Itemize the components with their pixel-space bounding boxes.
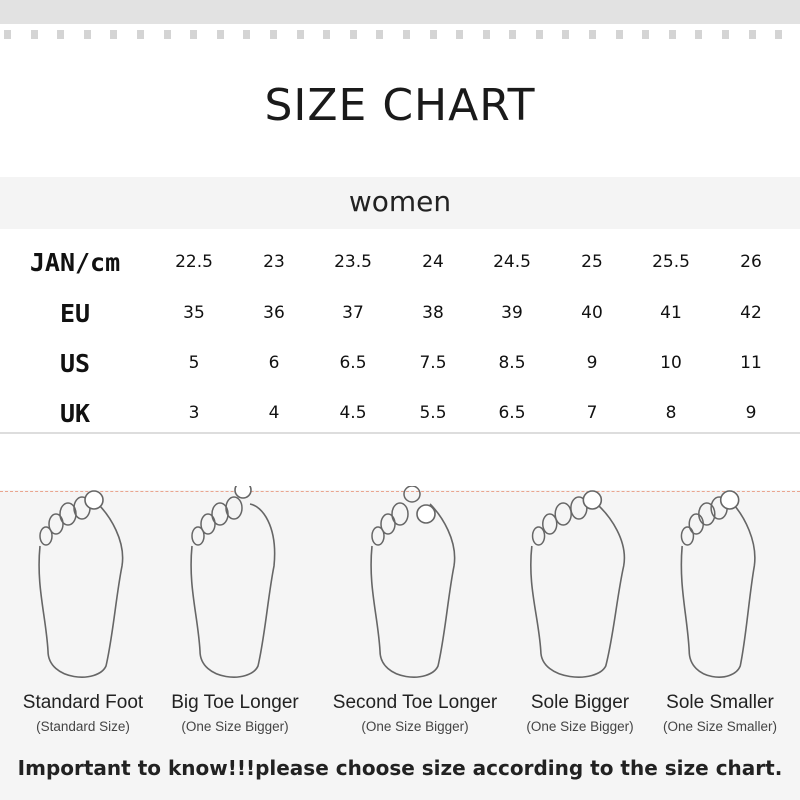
tick-mark: [479, 26, 506, 44]
tick-mark: [266, 26, 293, 44]
size-cell: 36: [263, 303, 285, 323]
tick-mark: [745, 26, 772, 44]
tick-mark: [319, 26, 346, 44]
size-cell: 23: [263, 252, 285, 272]
tick-mark: [213, 26, 240, 44]
tick-mark: [186, 26, 213, 44]
tick-mark: [665, 26, 692, 44]
table-row: EU 35 36 37 38 39 40 41 42: [0, 291, 800, 331]
size-cell: 6.5: [498, 403, 526, 423]
size-cell: 22.5: [175, 252, 213, 272]
foot-guide-area: [0, 490, 800, 800]
size-cell: 35: [183, 303, 205, 323]
size-cell: 37: [342, 303, 364, 323]
tick-mark: [691, 26, 718, 44]
tick-mark: [718, 26, 745, 44]
table-row: US 5 6 6.5 7.5 8.5 9 10 11: [0, 341, 800, 381]
tick-mark: [638, 26, 665, 44]
top-band: [0, 0, 800, 24]
size-cell: 42: [740, 303, 762, 323]
row-label: US: [59, 349, 91, 378]
size-cell: 4: [268, 403, 280, 423]
foot-type-advice: (One Size Bigger): [361, 719, 469, 734]
tick-mark: [505, 26, 532, 44]
tick-mark: [239, 26, 266, 44]
size-cell: 11: [740, 353, 762, 373]
foot-type-label: Second Toe Longer: [332, 692, 498, 713]
tick-mark: [558, 26, 585, 44]
toe-guide-line: [0, 491, 800, 492]
decorative-tick-strip: [0, 26, 800, 44]
tick-mark: [53, 26, 80, 44]
section-header: women: [0, 177, 800, 229]
foot-type-label: Sole Bigger: [530, 692, 630, 713]
size-cell: 8.5: [498, 353, 526, 373]
second-toe-longer-foot-icon: [350, 485, 480, 682]
tick-mark: [612, 26, 639, 44]
tick-mark: [585, 26, 612, 44]
foot-type-label: Sole Smaller: [666, 692, 774, 713]
size-cell: 5: [188, 353, 200, 373]
foot-type-advice: (One Size Bigger): [526, 719, 634, 734]
tick-mark: [160, 26, 187, 44]
tick-mark: [133, 26, 160, 44]
sole-bigger-foot-icon: [515, 486, 645, 682]
tick-mark: [372, 26, 399, 44]
tick-mark: [0, 26, 27, 44]
size-cell: 23.5: [334, 252, 372, 272]
size-cell: 7.5: [419, 353, 447, 373]
size-cell: 8: [665, 403, 677, 423]
size-cell: 4.5: [339, 403, 367, 423]
tick-mark: [27, 26, 54, 44]
tick-mark: [106, 26, 133, 44]
standard-foot-icon: [18, 486, 148, 682]
page-title: SIZE CHART: [264, 80, 536, 131]
tick-mark: [80, 26, 107, 44]
foot-type-advice: (One Size Bigger): [181, 719, 289, 734]
row-label: JAN/cm: [29, 248, 121, 277]
tick-mark: [771, 26, 798, 44]
tick-mark: [399, 26, 426, 44]
size-cell: 6.5: [339, 353, 367, 373]
tick-mark: [426, 26, 453, 44]
size-cell: 40: [581, 303, 603, 323]
tick-mark: [293, 26, 320, 44]
important-note: Important to know!!!please choose size a…: [17, 756, 783, 780]
size-cell: 6: [268, 353, 280, 373]
foot-type-advice: (One Size Smaller): [662, 719, 778, 734]
size-cell: 9: [586, 353, 598, 373]
table-row: JAN/cm 22.5 23 23.5 24 24.5 25 25.5 26: [0, 240, 800, 280]
tick-mark: [452, 26, 479, 44]
size-cell: 7: [586, 403, 598, 423]
size-cell: 38: [422, 303, 444, 323]
tick-mark: [532, 26, 559, 44]
size-cell: 9: [745, 403, 757, 423]
tick-mark: [346, 26, 373, 44]
row-label: EU: [59, 299, 91, 328]
foot-type-advice: (Standard Size): [36, 719, 130, 734]
size-cell: 24: [422, 252, 444, 272]
size-cell: 25: [581, 252, 603, 272]
table-row: UK 3 4 4.5 5.5 6.5 7 8 9: [0, 391, 800, 431]
size-cell: 39: [501, 303, 523, 323]
size-cell: 41: [660, 303, 682, 323]
big-toe-longer-foot-icon: [170, 481, 300, 682]
foot-type-label: Standard Foot: [22, 692, 144, 713]
size-cell: 3: [188, 403, 200, 423]
sole-smaller-foot-icon: [655, 486, 785, 682]
size-cell: 25.5: [652, 252, 690, 272]
size-cell: 26: [740, 252, 762, 272]
size-cell: 5.5: [419, 403, 447, 423]
size-cell: 24.5: [493, 252, 531, 272]
table-divider: [0, 432, 800, 434]
foot-type-label: Big Toe Longer: [171, 692, 299, 713]
size-cell: 10: [660, 353, 682, 373]
row-label: UK: [59, 399, 91, 428]
